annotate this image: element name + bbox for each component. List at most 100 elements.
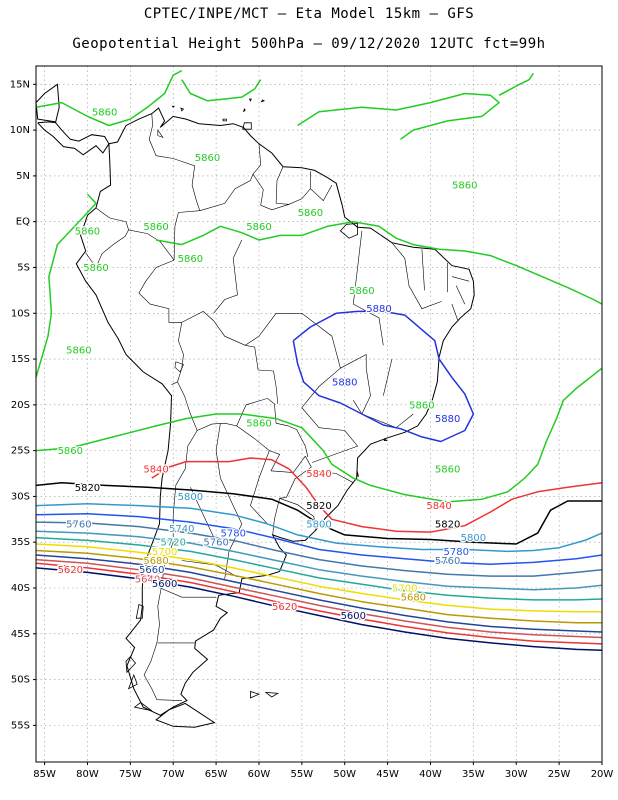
border-line [143,430,198,701]
contour-label: 5800 [306,519,331,530]
border-line [199,173,254,211]
contour-label: 5680 [143,556,168,567]
lat-tick-label: 35S [11,537,30,548]
lon-tick-label: 75W [119,769,142,780]
contour-labels: 5860 5860 5860 5860 5860 5860 5860 5860 5860 5860… [56,106,487,623]
border-line [215,423,243,579]
lake-outline [174,361,184,373]
island-outline [248,98,252,102]
contour-label: 5740 [169,524,194,535]
contour-line-5700 [36,543,602,613]
lon-tick-label: 55W [291,769,314,780]
border-line [250,505,268,525]
island-outline [356,471,359,478]
contour-label: 5860 [435,464,460,475]
lat-tick-label: 25S [11,446,30,457]
contour-label: 5860 [58,446,83,457]
tierra-del-fuego [155,702,216,728]
contour-line-5880 [292,310,475,443]
contour-label: 5620 [272,602,297,613]
contour-label: 5860 [298,208,323,219]
lon-tick-label: 50W [333,769,356,780]
height-contours [36,69,602,652]
contour-label: 5860 [246,419,271,430]
contour-line-5760 [36,521,602,577]
lat-tick-label: 45S [11,629,30,640]
contour-label: 5780 [443,547,468,558]
island-outline [127,673,138,690]
lat-tick-label: 5S [17,262,30,273]
contour-label: 5700 [152,547,177,558]
contour-label: 5880 [435,414,460,425]
island-outline [243,108,246,113]
contour-label: 5880 [332,377,357,388]
contour-line-5860 [36,69,183,127]
contour-label: 5660 [139,565,164,576]
island-outline [135,603,144,619]
contour-line-5840 [151,457,602,533]
border-line [335,183,343,206]
island-outline [125,656,137,674]
border-line [311,427,359,463]
lat-tick-label: EQ [16,217,30,228]
contour-label: 5600 [341,611,366,622]
lat-tick-label: 30S [11,491,30,502]
contour-label: 5820 [306,501,331,512]
contour-line-5660 [36,554,602,633]
contour-label: 5860 [143,222,168,233]
lon-tick-label: 60W [248,769,271,780]
lat-tick-label: 15N [10,79,30,90]
lon-tick-label: 65W [205,769,228,780]
border-line [272,455,312,535]
lat-tick-label: 40S [11,583,30,594]
lon-tick-label: 25W [548,769,571,780]
lon-tick-label: 45W [376,769,399,780]
contour-label: 5700 [392,584,417,595]
border-line [451,303,459,321]
contour-label: 5680 [401,593,426,604]
contour-label: 5800 [178,492,203,503]
lon-tick-label: 35W [462,769,485,780]
island-outline [222,118,227,122]
lon-tick-label: 80W [76,769,99,780]
contour-label: 5840 [426,501,451,512]
contour-line-5860 [36,193,97,378]
border-line [213,239,243,314]
axis-labels: 15N 10N 5N EQ 5S 10S 15S 20S 25S 30S 35S 40S 45S 50S 5… [10,79,614,780]
contour-label: 5860 [83,263,108,274]
contour-label: 5860 [349,286,374,297]
border-line [275,166,311,205]
border-line [274,403,309,458]
contour-label: 5640 [135,574,160,585]
lat-tick-label: 20S [11,400,30,411]
contour-label: 5760 [66,519,91,530]
border-line [181,311,279,404]
contour-label: 5860 [452,181,477,192]
island-outline [264,691,280,698]
border-line [391,242,442,310]
contour-label: 5800 [461,533,486,544]
contour-label: 5860 [75,226,100,237]
lat-tick-label: 10S [11,308,30,319]
border-line [148,113,201,211]
contour-line-5600 [36,567,602,652]
contour-label: 5720 [160,538,185,549]
lon-tick-label: 20W [591,769,614,780]
contour-line-5620 [36,562,602,645]
border-line [190,487,217,543]
contour-line-5860 [155,220,602,305]
border-line [352,230,384,346]
contour-line-5860 [181,79,262,102]
central-america-coastline [37,121,110,156]
border-line [252,143,290,211]
contour-line-5740 [36,530,602,591]
contour-label: 5860 [195,153,220,164]
graticule [36,66,603,762]
contour-label: 5600 [152,579,177,590]
border-line [310,184,333,202]
contour-label: 5780 [221,529,246,540]
island-outline [180,107,185,112]
contour-label: 5820 [435,519,460,530]
chart-title-line2: Geopotential Height 500hPa – 09/12/2020 … [72,36,546,52]
